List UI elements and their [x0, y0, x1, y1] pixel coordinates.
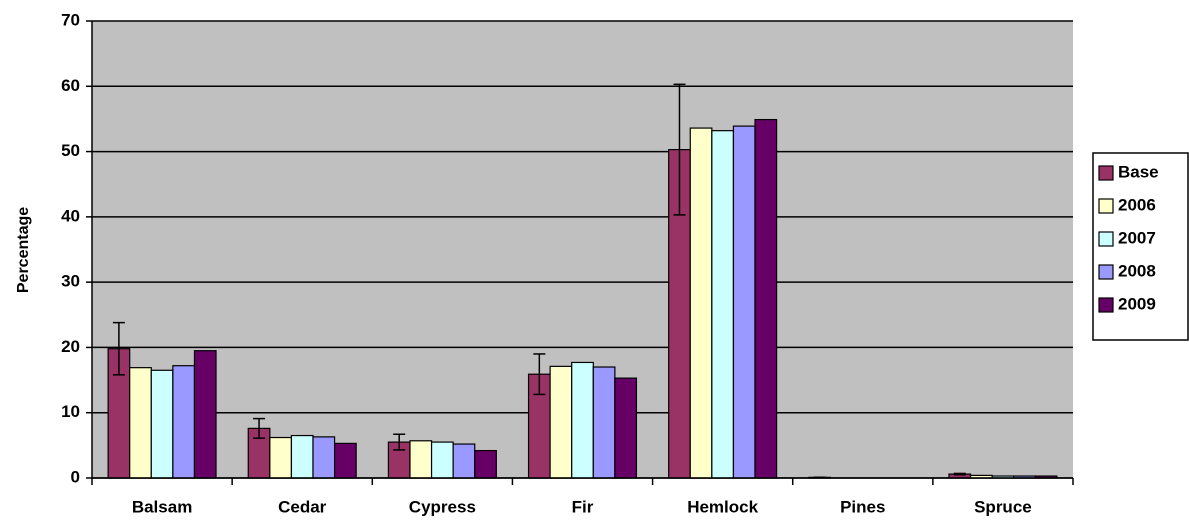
bar [269, 436, 293, 479]
bar [312, 436, 336, 479]
bar [193, 350, 217, 479]
x-tick-label: Cedar [278, 497, 327, 516]
x-tick-label: Balsam [132, 497, 192, 516]
bar [549, 365, 573, 479]
legend-swatch [1098, 297, 1114, 313]
bar [333, 442, 357, 479]
legend-label: 2008 [1118, 261, 1156, 280]
legend-label: Base [1118, 162, 1159, 181]
x-tick-label: Fir [572, 497, 594, 516]
bar [129, 367, 152, 479]
bar [711, 130, 735, 479]
y-tick-label: 0 [71, 467, 80, 486]
bar [571, 361, 594, 479]
x-tick-label: Hemlock [687, 497, 758, 516]
y-tick-label: 30 [61, 272, 80, 291]
legend-swatch [1098, 198, 1114, 214]
y-tick-label: 40 [61, 206, 80, 225]
y-tick-label: 50 [61, 141, 80, 160]
y-tick-label: 70 [61, 10, 80, 29]
bar [592, 366, 616, 479]
bar [172, 365, 196, 479]
bar [689, 127, 713, 479]
error-bar [112, 321, 125, 376]
legend-label: 2009 [1118, 294, 1156, 313]
bar [754, 118, 778, 479]
y-tick-label: 10 [61, 402, 80, 421]
legend-label: 2007 [1118, 228, 1156, 247]
bar [614, 377, 638, 479]
legend-swatch [1098, 231, 1114, 247]
x-tick-label: Pines [840, 497, 885, 516]
y-tick-label: 60 [61, 76, 80, 95]
error-bar [673, 83, 686, 216]
legend-swatch [1098, 165, 1114, 181]
error-bar [533, 353, 546, 396]
bar [474, 449, 497, 479]
bar [430, 441, 454, 479]
legend-swatch [1098, 264, 1114, 280]
x-tick-label: Spruce [974, 497, 1032, 516]
y-axis-label: Percentage [15, 207, 32, 293]
error-bar [253, 417, 266, 439]
legend-label: 2006 [1118, 195, 1156, 214]
bar [409, 440, 433, 479]
error-bar [953, 472, 966, 476]
bar [150, 369, 174, 479]
bar [452, 443, 476, 479]
error-bar [393, 433, 406, 451]
y-tick-label: 20 [61, 337, 80, 356]
x-tick-label: Cypress [409, 497, 476, 516]
bar [732, 125, 756, 479]
bar [290, 434, 314, 479]
